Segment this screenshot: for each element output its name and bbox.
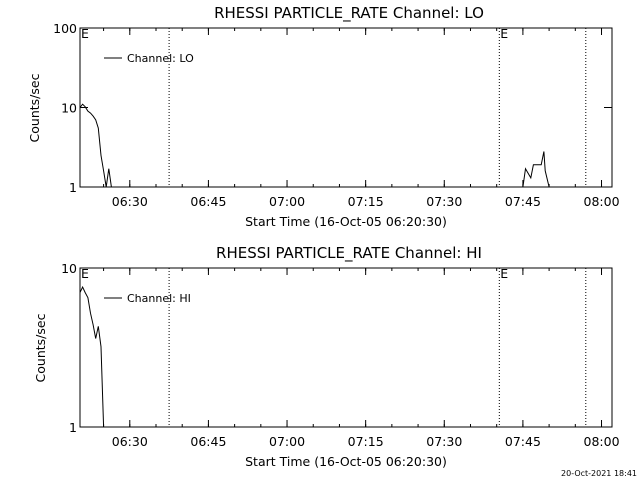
chart-title: RHESSI PARTICLE_RATE Channel: LO	[214, 4, 484, 23]
event-marker-label: E	[81, 26, 89, 41]
y-tick-label: 10	[61, 101, 77, 116]
event-marker-label: E	[500, 26, 508, 41]
x-tick-label: 08:00	[584, 434, 620, 449]
x-tick-label: 07:30	[426, 194, 462, 209]
x-tick-label: 06:30	[112, 194, 148, 209]
y-tick-label: 1	[69, 420, 77, 435]
x-axis-label: Start Time (16-Oct-05 06:20:30)	[245, 214, 447, 229]
series-line	[79, 285, 105, 428]
x-tick-label: 07:45	[505, 194, 541, 209]
x-ticks: 06:30 06:45 07:00 07:15 07:30 07:45 08:00	[103, 28, 620, 209]
x-ticks: 06:30 06:45 07:00 07:15 07:30 07:45 08:00	[103, 268, 620, 449]
y-tick-label: 100	[53, 21, 77, 36]
x-tick-label: 06:30	[112, 434, 148, 449]
y-axis-label: Counts/sec	[33, 313, 48, 382]
x-tick-label: 07:45	[505, 434, 541, 449]
chart-title: RHESSI PARTICLE_RATE Channel: HI	[216, 244, 482, 263]
event-marker-label: E	[500, 266, 508, 281]
x-tick-label: 07:30	[426, 434, 462, 449]
y-tick-label: 1	[69, 180, 77, 195]
legend-label: Channel: LO	[127, 52, 194, 65]
x-tick-label: 06:45	[190, 434, 226, 449]
series-line	[522, 151, 550, 188]
x-tick-label: 08:00	[584, 194, 620, 209]
event-marker-label: E	[81, 266, 89, 281]
y-ticks: 1 10	[61, 261, 612, 435]
y-ticks: 1 10 100	[53, 21, 612, 195]
x-tick-label: 07:00	[269, 194, 305, 209]
x-tick-label: 07:15	[348, 434, 384, 449]
x-tick-label: 07:15	[348, 194, 384, 209]
timestamp: 20-Oct-2021 18:41	[561, 469, 637, 478]
series-line	[79, 103, 112, 188]
series-layer	[79, 285, 105, 428]
x-tick-label: 06:45	[190, 194, 226, 209]
x-axis-label: Start Time (16-Oct-05 06:20:30)	[245, 454, 447, 469]
legend-label: Channel: HI	[127, 292, 191, 305]
x-tick-label: 07:00	[269, 434, 305, 449]
series-layer	[79, 103, 550, 188]
y-axis-label: Counts/sec	[27, 73, 42, 142]
plot-frame	[79, 267, 613, 428]
y-tick-label: 10	[61, 261, 77, 276]
